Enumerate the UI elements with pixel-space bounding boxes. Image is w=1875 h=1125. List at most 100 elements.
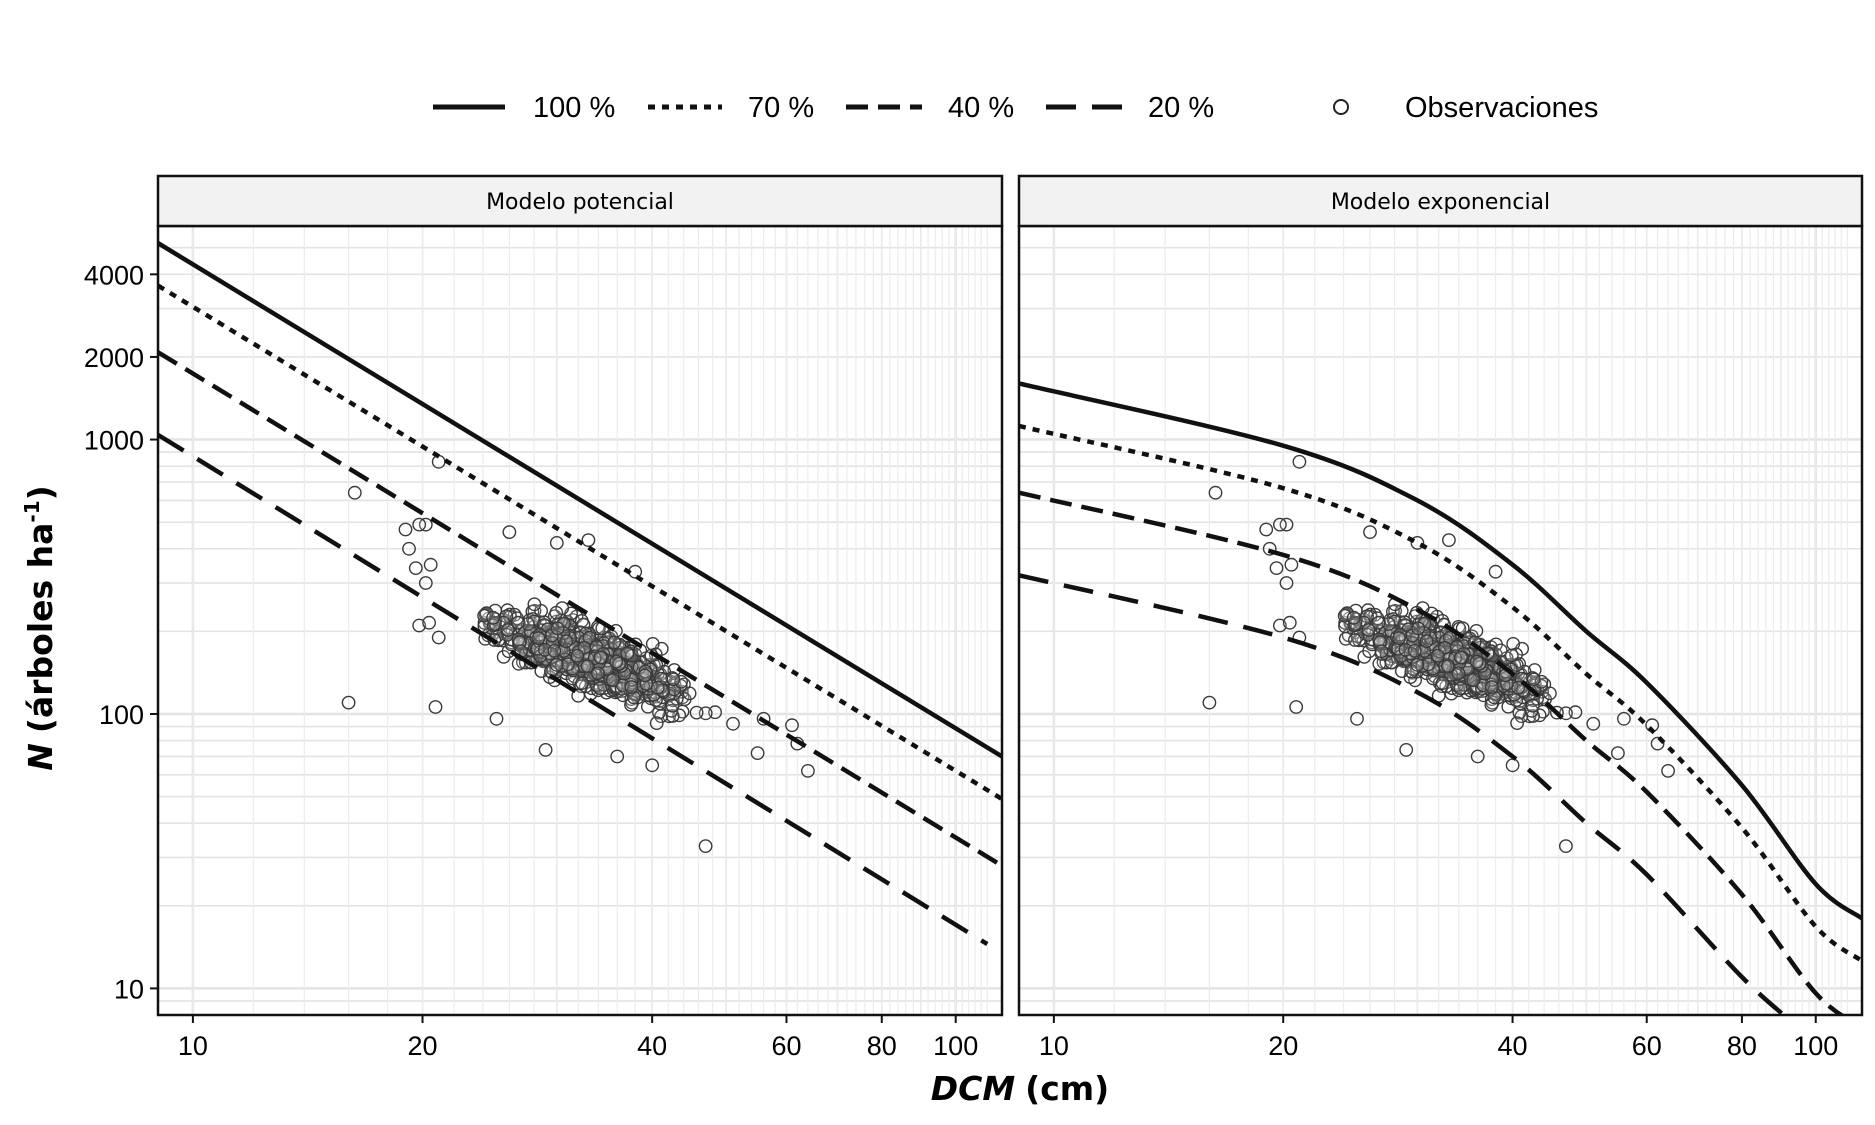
line-20-percent bbox=[158, 432, 989, 947]
observation-point bbox=[1371, 615, 1386, 630]
observation-point bbox=[559, 634, 573, 649]
x-tick-label: 20 bbox=[1268, 1031, 1298, 1061]
observation-point bbox=[550, 621, 565, 636]
observation-point bbox=[1279, 576, 1294, 590]
y-axis-ticks: 10 100 1000 2000 4000 bbox=[84, 260, 158, 1004]
observation-point bbox=[1384, 655, 1399, 670]
y-tick-label: 100 bbox=[99, 700, 144, 730]
observation-point bbox=[1381, 617, 1396, 631]
line-100-percent bbox=[158, 241, 1002, 759]
observation-point bbox=[549, 657, 564, 672]
observation-point bbox=[607, 635, 622, 650]
observation-point bbox=[1661, 764, 1676, 778]
observation-point bbox=[1348, 633, 1362, 647]
x-tick-label: 100 bbox=[933, 1031, 978, 1061]
line-70-percent bbox=[158, 283, 1002, 801]
observation-point bbox=[489, 711, 504, 726]
observation-point bbox=[1282, 615, 1297, 630]
observation-point bbox=[418, 576, 433, 590]
x-tick-label: 100 bbox=[1793, 1031, 1838, 1061]
observation-point bbox=[431, 630, 446, 645]
observation-point bbox=[1208, 485, 1223, 500]
observation-point bbox=[1411, 621, 1426, 636]
x-axis-ticks: 10 20 40 60 80 100 10 20 40 60 80 100 bbox=[178, 1015, 1838, 1061]
y-tick-label: 1000 bbox=[84, 426, 144, 456]
observation-point bbox=[624, 680, 639, 694]
observation-point bbox=[571, 688, 586, 703]
observation-point bbox=[347, 485, 362, 500]
observation-point bbox=[650, 680, 665, 695]
observation-point bbox=[1611, 746, 1625, 760]
observation-point bbox=[1363, 525, 1377, 539]
observation-point bbox=[1361, 623, 1376, 637]
observation-point bbox=[549, 605, 564, 620]
observation-point bbox=[412, 517, 427, 532]
observation-point bbox=[1410, 657, 1425, 672]
observation-point bbox=[665, 698, 680, 713]
x-tick-label: 60 bbox=[771, 1031, 801, 1061]
observation-point bbox=[499, 609, 514, 624]
observation-point bbox=[1421, 657, 1436, 672]
observation-point bbox=[1543, 686, 1557, 701]
observation-point bbox=[1526, 709, 1541, 723]
x-axis-var: DCM bbox=[931, 1069, 1016, 1108]
x-axis-unit: (cm) bbox=[1025, 1069, 1109, 1108]
x-tick-label: 40 bbox=[1498, 1031, 1528, 1061]
observation-point bbox=[549, 536, 564, 550]
observation-point bbox=[580, 659, 595, 673]
legend: 100 % 70 % 40 % 20 % Observaciones bbox=[433, 92, 1598, 124]
observation-point bbox=[1399, 743, 1414, 757]
x-tick-label: 40 bbox=[637, 1031, 667, 1061]
x-tick-label: 10 bbox=[178, 1031, 208, 1061]
observation-point bbox=[1350, 711, 1364, 726]
observation-point bbox=[502, 525, 517, 539]
observation-point bbox=[801, 764, 815, 778]
observation-point bbox=[1346, 610, 1361, 625]
observation-point bbox=[1392, 631, 1406, 646]
panel-strip bbox=[1017, 174, 1864, 228]
observation-point bbox=[1442, 533, 1456, 547]
observation-point bbox=[1493, 643, 1508, 658]
legend-label-20: 20 % bbox=[1148, 92, 1214, 124]
observation-point bbox=[1431, 648, 1445, 663]
panel-title: Modelo potencial bbox=[486, 190, 674, 215]
y-axis-var: N bbox=[21, 743, 60, 771]
observation-point bbox=[750, 746, 765, 760]
observation-point bbox=[570, 648, 585, 663]
observation-point bbox=[1586, 716, 1601, 731]
observation-point bbox=[620, 646, 635, 661]
observation-point bbox=[428, 700, 443, 714]
observation-point bbox=[1435, 676, 1450, 690]
observation-point bbox=[408, 561, 423, 575]
observation-point bbox=[1269, 561, 1284, 575]
observation-point bbox=[1469, 654, 1484, 669]
legend-key-observaciones bbox=[1333, 99, 1349, 115]
legend-label-40: 40 % bbox=[948, 92, 1014, 124]
observation-point bbox=[341, 695, 356, 710]
observation-point bbox=[591, 666, 605, 681]
observation-point bbox=[1284, 557, 1299, 572]
observation-point bbox=[1374, 644, 1389, 659]
y-tick-label: 4000 bbox=[84, 260, 144, 290]
panel-modelo-exponencial: Modelo exponencial bbox=[1017, 174, 1864, 1017]
observation-point bbox=[423, 557, 438, 572]
observation-point bbox=[698, 839, 713, 853]
observation-point bbox=[581, 533, 596, 547]
observation-point bbox=[1470, 749, 1485, 764]
observation-point bbox=[593, 650, 608, 665]
line-20-percent bbox=[1019, 573, 1788, 1015]
observation-point bbox=[1488, 564, 1503, 579]
observation-point bbox=[1453, 681, 1468, 696]
observation-point bbox=[402, 541, 416, 556]
observation-point bbox=[626, 690, 641, 705]
observation-point bbox=[1440, 659, 1455, 673]
observation-point bbox=[422, 615, 436, 630]
x-tick-label: 80 bbox=[867, 1031, 897, 1061]
x-axis-title: DCM (cm) bbox=[931, 1069, 1110, 1108]
line-100-percent bbox=[1019, 381, 1862, 921]
observation-point bbox=[1419, 634, 1434, 649]
observation-point bbox=[689, 705, 704, 720]
observation-point bbox=[547, 643, 562, 658]
observation-point bbox=[575, 676, 589, 690]
